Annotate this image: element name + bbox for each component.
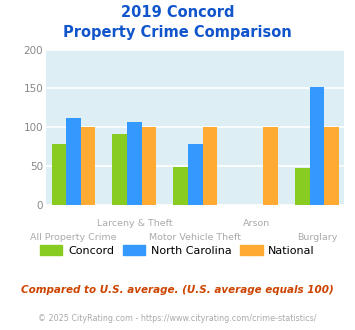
Bar (173, 167, 188, 205)
Bar (127, 122, 142, 205)
Text: Motor Vehicle Theft: Motor Vehicle Theft (149, 233, 241, 242)
Bar (81, 127, 95, 205)
Bar (295, 168, 310, 205)
Text: © 2025 CityRating.com - https://www.cityrating.com/crime-statistics/: © 2025 CityRating.com - https://www.city… (38, 314, 317, 323)
Text: Burglary: Burglary (297, 233, 337, 242)
Text: Larceny & Theft: Larceny & Theft (97, 219, 172, 228)
Bar (51, 144, 66, 205)
Text: All Property Crime: All Property Crime (30, 233, 117, 242)
Bar (324, 127, 339, 205)
Text: 2019 Concord: 2019 Concord (121, 5, 234, 20)
Bar (310, 87, 324, 205)
Text: Compared to U.S. average. (U.S. average equals 100): Compared to U.S. average. (U.S. average … (21, 285, 334, 295)
Legend: Concord, North Carolina, National: Concord, North Carolina, National (36, 240, 319, 260)
Bar (66, 118, 81, 205)
Text: Arson: Arson (242, 219, 270, 228)
Bar (263, 127, 278, 205)
Text: Property Crime Comparison: Property Crime Comparison (63, 25, 292, 40)
Bar (142, 127, 156, 205)
Bar (203, 127, 217, 205)
Bar (113, 134, 127, 205)
Bar (188, 144, 203, 205)
